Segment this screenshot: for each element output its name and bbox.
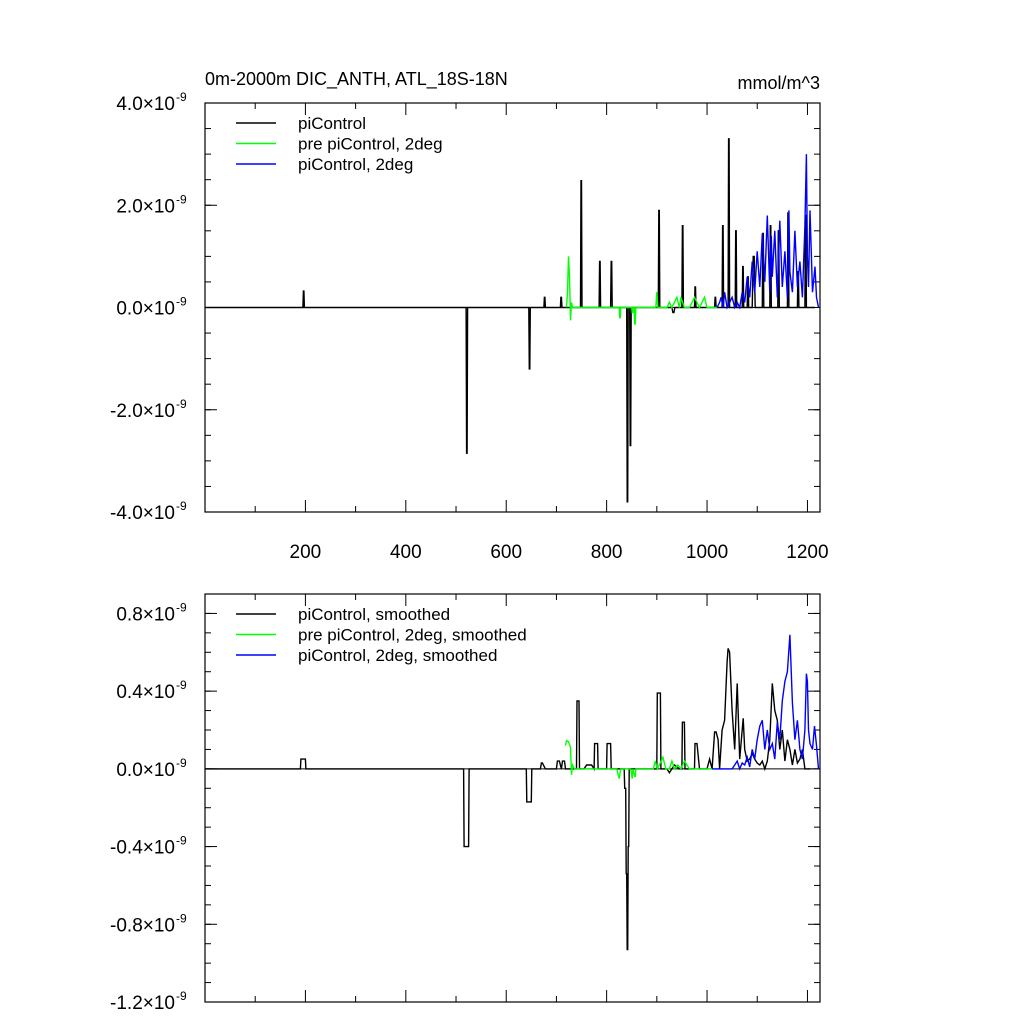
top-y-tick-exponent-0: -9 xyxy=(176,90,187,104)
bottom-y-tick-exponent-0: -9 xyxy=(176,600,187,614)
chart-units: mmol/m^3 xyxy=(738,73,820,93)
bottom-series-picontrol-2deg-smoothed xyxy=(712,634,820,771)
top-x-tick-label-1000: 1000 xyxy=(686,542,728,563)
top-y-tick-exponent-3: -9 xyxy=(176,397,187,411)
bottom-y-tick-label-1: 0.4×10 xyxy=(116,682,175,703)
top-y-tick-label-2: 0.0×10 xyxy=(116,299,175,320)
bottom-legend-label-pre-picontrol-2deg-smoothed: pre piControl, 2deg, smoothed xyxy=(298,626,527,645)
bottom-panel: 0.8×10 -90.4×10 -90.0×10 -9-0.4×10 -9-0.8×10… xyxy=(110,593,821,1014)
bottom-y-tick-label-3: -0.4×10 xyxy=(110,838,175,859)
bottom-plot-frame xyxy=(204,593,821,1003)
bottom-y-tick-exponent-4: -9 xyxy=(176,911,187,925)
bottom-series-pre-picontrol-2deg-smoothed xyxy=(564,739,713,779)
bottom-series-picontrol-smoothed xyxy=(205,648,810,951)
bottom-y-tick-label-0: 0.8×10 xyxy=(116,604,175,625)
top-legend-label-picontrol-2deg: piControl, 2deg xyxy=(298,155,413,174)
bottom-legend-label-picontrol-2deg-smoothed: piControl, 2deg, smoothed xyxy=(298,646,497,665)
top-x-tick-label-800: 800 xyxy=(591,542,623,563)
chart-title: 0m-2000m DIC_ANTH, ATL_18S-18N xyxy=(205,69,508,90)
bottom-y-tick-exponent-3: -9 xyxy=(176,834,187,848)
top-series-pre-picontrol-2deg xyxy=(565,256,718,325)
top-x-tick-label-400: 400 xyxy=(390,542,422,563)
top-x-tick-label-200: 200 xyxy=(290,542,322,563)
bottom-y-tick-exponent-5: -9 xyxy=(176,989,187,1003)
top-x-tick-label-600: 600 xyxy=(490,542,522,563)
top-legend-label-pre-picontrol-2deg: pre piControl, 2deg xyxy=(298,135,443,154)
top-x-tick-label-1200: 1200 xyxy=(786,542,828,563)
top-y-tick-exponent-1: -9 xyxy=(176,192,187,206)
top-y-tick-exponent-4: -9 xyxy=(176,499,187,513)
top-y-tick-exponent-2: -9 xyxy=(176,295,187,309)
bottom-y-tick-label-4: -0.8×10 xyxy=(110,915,175,936)
bottom-y-tick-label-5: -1.2×10 xyxy=(110,993,175,1014)
top-y-tick-label-1: 2.0×10 xyxy=(116,196,175,217)
top-legend-label-picontrol: piControl xyxy=(298,114,366,133)
top-y-tick-label-3: -2.0×10 xyxy=(110,401,175,422)
bottom-y-tick-label-2: 0.0×10 xyxy=(116,760,175,781)
top-y-tick-label-4: -4.0×10 xyxy=(110,503,175,524)
bottom-legend-label-picontrol-smoothed: piControl, smoothed xyxy=(298,605,450,624)
top-series-picontrol-2deg xyxy=(716,154,820,310)
bottom-y-tick-exponent-2: -9 xyxy=(176,756,187,770)
bottom-y-tick-exponent-1: -9 xyxy=(176,678,187,692)
top-series-picontrol xyxy=(205,138,815,503)
top-y-tick-label-0: 4.0×10 xyxy=(116,94,175,115)
